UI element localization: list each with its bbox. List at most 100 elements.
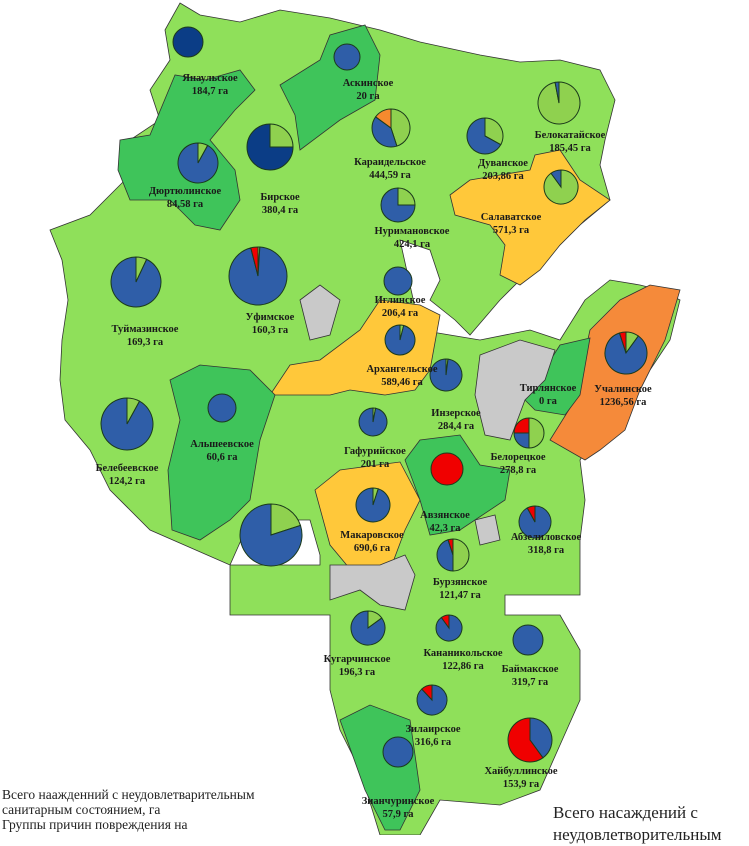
district-area: 203,86 га: [482, 171, 524, 182]
pie-slice-red: [526, 505, 536, 523]
pie-chart: [358, 407, 388, 437]
pie-slice-red: [250, 246, 259, 277]
district-name: Абзелиловское: [510, 532, 582, 543]
district-label: Янаульское 184,7 га: [182, 72, 237, 98]
pie-chart: [518, 505, 552, 539]
district-name: Бурзянское: [432, 577, 488, 588]
pie-slice-blue: [383, 266, 413, 296]
pie-chart: [246, 123, 294, 171]
district-area: 121,47 га: [439, 590, 481, 601]
pie-slice-blue: [512, 624, 544, 656]
district-label: Учалинское 1236,56 га: [594, 383, 651, 409]
pie-chart: [430, 452, 464, 486]
pie-chart: [177, 142, 219, 184]
district-name: Альшеевское: [190, 439, 254, 450]
district-area: 201 га: [360, 459, 390, 470]
legend-left: Всего наажденний с неудовлетварительным …: [2, 787, 255, 832]
district-area: 185,45 га: [549, 143, 591, 154]
pie-slice-red: [440, 614, 450, 630]
pie-chart: [436, 538, 470, 572]
district-label: Иглинское 206,4 га: [375, 294, 426, 320]
district-area: 196,3 га: [338, 667, 376, 678]
district-label: Белебеевское 124,2 га: [96, 462, 159, 488]
district-name: Аскинское: [342, 78, 394, 89]
district-name: Белебеевское: [95, 463, 159, 474]
region-uchaly: [549, 284, 681, 461]
pie-chart: [380, 187, 416, 223]
district-label: Нуримановское 424,1 га: [375, 225, 450, 251]
pie-slice-blue: [529, 717, 553, 759]
pie-slice-orange: [374, 108, 392, 129]
district-label: Хайбуллинское 153,9 га: [484, 765, 557, 791]
district-label: Баймакское 319,7 га: [502, 663, 559, 689]
district-name: Зилаирское: [405, 724, 461, 735]
district-name: Янаульское: [182, 73, 238, 84]
region-arkhangelsk: [269, 299, 441, 396]
district-name: Дуванское: [478, 158, 528, 169]
pie-chart: [512, 624, 544, 656]
pie-chart: [355, 487, 391, 523]
district-name: Архангельское: [366, 364, 438, 375]
district-name: Нуримановское: [374, 226, 450, 237]
district-name: Белорецкое: [490, 452, 546, 463]
district-area: 380,4 га: [261, 205, 299, 216]
district-area: 319,7 га: [511, 677, 549, 688]
district-area: 0 га: [539, 396, 557, 407]
district-area: 278,8 га: [499, 465, 537, 476]
district-name: Макаровское: [340, 530, 404, 541]
pie-slice-blue: [110, 256, 162, 308]
pie-chart: [207, 393, 237, 423]
legend-line-2: санитарным состоянием, га: [2, 802, 161, 817]
pie-chart: [429, 358, 463, 392]
pie-slice-blue: [380, 187, 416, 223]
pie-slice-red: [513, 417, 530, 434]
district-name: Уфимское: [245, 312, 295, 323]
pie-slice-blue: [100, 397, 154, 451]
pie-chart: [466, 117, 504, 155]
region-avzyan: [404, 434, 511, 536]
district-area: 124,2 га: [108, 476, 146, 487]
district-area: 184,7 га: [191, 86, 229, 97]
district-label: Авзянское 42,3 га: [420, 509, 470, 535]
pie-slice-green: [390, 108, 411, 147]
pie-slice-blue: [384, 324, 416, 356]
pie-chart: [371, 108, 411, 148]
district-label: Архангельское 589,46 га: [366, 363, 437, 389]
pie-chart: [100, 397, 154, 451]
pie-chart: [604, 331, 648, 375]
district-label: Салаватское 571,3 га: [481, 211, 541, 237]
district-name: Белокатайское: [534, 130, 606, 141]
pie-slice-blue: [604, 332, 648, 375]
district-label: Кугарчинское 196,3 га: [324, 653, 391, 679]
district-label: Бурзянское 121,47 га: [433, 576, 487, 602]
pie-chart: [239, 503, 303, 567]
region-gray-4: [474, 514, 501, 546]
pie-chart: [333, 43, 361, 71]
district-label: Дуванское 203,86 га: [478, 157, 528, 183]
district-name: Баймакское: [501, 664, 559, 675]
legend-line-1: Всего наажденний с неудовлетварительным: [2, 787, 255, 802]
district-area: 42,3 га: [429, 523, 461, 534]
district-label: Туймазинское 169,3 га: [112, 323, 179, 349]
district-area: 206,4 га: [381, 308, 419, 319]
district-name: Караидельское: [354, 157, 426, 168]
pie-slice-blue: [429, 358, 463, 392]
pie-slice-red: [421, 684, 433, 702]
pie-slice-navy: [172, 26, 204, 58]
district-area: 153,9 га: [502, 779, 540, 790]
pie-slice-green: [269, 123, 294, 148]
legend-line-3: Группы причин повреждения на: [2, 817, 188, 832]
district-label: Зилаирское 316,6 га: [405, 723, 460, 749]
district-area: 122,86 га: [442, 661, 484, 672]
pie-chart: [110, 256, 162, 308]
district-name: Авзянское: [420, 510, 470, 521]
pie-slice-blue: [333, 43, 361, 71]
pie-chart: [543, 169, 579, 205]
district-area: 169,3 га: [126, 337, 164, 348]
pie-chart: [383, 266, 413, 296]
district-label: Макаровское 690,6 га: [340, 529, 403, 555]
pie-chart: [507, 717, 553, 763]
district-label: Гафурийское 201 га: [344, 445, 406, 471]
district-name: Тирлянское: [519, 383, 577, 394]
